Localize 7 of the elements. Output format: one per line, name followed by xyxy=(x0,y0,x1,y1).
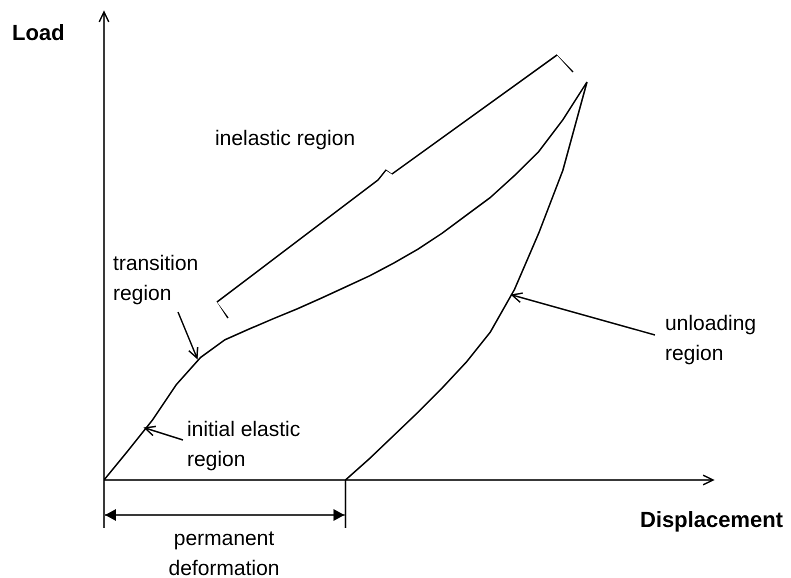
annotation: inelastic region xyxy=(215,127,356,150)
annotation: transition region xyxy=(113,252,198,305)
text: unloading region xyxy=(665,312,756,365)
text: permanent deformation xyxy=(168,527,280,578)
y-axis-title: Load xyxy=(12,20,65,45)
x-axis-title: Displacement xyxy=(640,507,784,532)
annotation: initial elastic region xyxy=(187,418,300,471)
